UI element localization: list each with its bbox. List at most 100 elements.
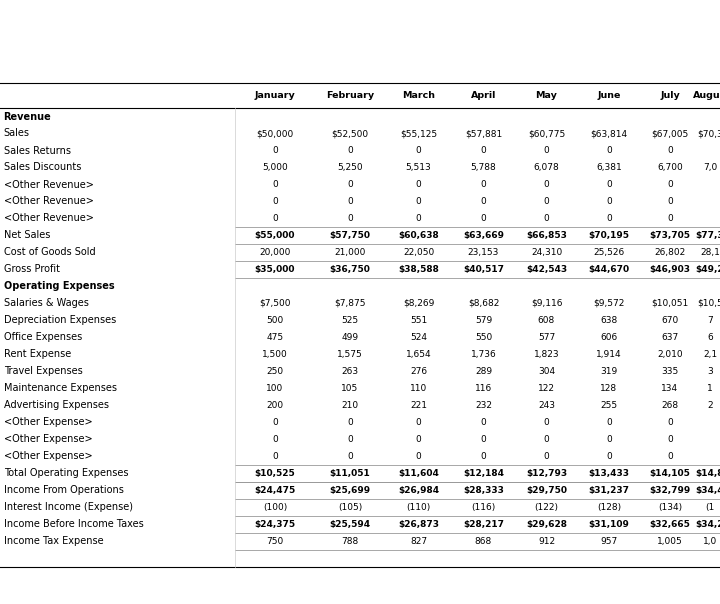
Text: <Other Revenue>: <Other Revenue> [4, 196, 94, 207]
Text: $30,152: $30,152 [589, 554, 629, 563]
Text: 0: 0 [272, 180, 278, 189]
Text: 0: 0 [606, 146, 612, 155]
Text: 500: 500 [266, 316, 284, 325]
Text: $35,000: $35,000 [255, 265, 295, 274]
Text: $9,572: $9,572 [593, 299, 625, 308]
Text: 551: 551 [410, 316, 427, 325]
Text: 0: 0 [606, 197, 612, 206]
Text: For the Year Ending <Date>: For the Year Ending <Date> [9, 66, 193, 79]
Text: 0: 0 [347, 214, 353, 223]
Text: $12,793: $12,793 [526, 469, 567, 478]
Text: 26,802: 26,802 [654, 248, 685, 257]
Text: 0: 0 [667, 435, 673, 444]
Text: 0: 0 [667, 197, 673, 206]
Text: $13,433: $13,433 [588, 469, 629, 478]
Text: Income From Operations: Income From Operations [4, 486, 123, 495]
Text: 1,005: 1,005 [657, 537, 683, 546]
Text: (100): (100) [263, 503, 287, 512]
Text: 608: 608 [538, 316, 555, 325]
Text: $25,699: $25,699 [330, 486, 371, 495]
Text: (110): (110) [406, 503, 431, 512]
Text: $70,195: $70,195 [588, 231, 629, 240]
Text: 1,736: 1,736 [471, 350, 496, 359]
Text: 23,153: 23,153 [468, 248, 499, 257]
Text: 116: 116 [475, 384, 492, 393]
Text: $44,670: $44,670 [588, 265, 629, 274]
Text: 200: 200 [266, 401, 284, 410]
Text: March: March [402, 91, 435, 100]
Text: $66,853: $66,853 [526, 231, 567, 240]
Text: $12,184: $12,184 [463, 469, 504, 478]
Text: 0: 0 [606, 214, 612, 223]
Text: $10,525: $10,525 [255, 469, 295, 478]
Text: Cost of Goods Sold: Cost of Goods Sold [4, 248, 95, 257]
Text: 7: 7 [707, 316, 713, 325]
Text: (105): (105) [338, 503, 362, 512]
Text: 6,078: 6,078 [534, 163, 559, 172]
Text: 2: 2 [707, 401, 713, 410]
Text: $36,750: $36,750 [330, 265, 370, 274]
Text: 606: 606 [600, 333, 618, 342]
Text: $24,375: $24,375 [254, 520, 296, 529]
Text: Maintenance Expenses: Maintenance Expenses [4, 384, 117, 393]
Text: $25,594: $25,594 [330, 520, 371, 529]
Text: 638: 638 [600, 316, 618, 325]
Text: $26,984: $26,984 [398, 486, 439, 495]
Text: 1,823: 1,823 [534, 350, 559, 359]
Text: 221: 221 [410, 401, 427, 410]
Text: $63,669: $63,669 [463, 231, 504, 240]
Text: $73,705: $73,705 [649, 231, 690, 240]
Text: April: April [471, 91, 496, 100]
Text: $57,750: $57,750 [330, 231, 371, 240]
Text: Net Income: Net Income [4, 553, 66, 564]
Text: $28,716: $28,716 [526, 554, 567, 563]
Text: $28,217: $28,217 [463, 520, 504, 529]
Text: 319: 319 [600, 367, 618, 376]
Text: 0: 0 [415, 197, 421, 206]
Text: 0: 0 [606, 435, 612, 444]
Text: 0: 0 [481, 435, 487, 444]
Text: 20,000: 20,000 [259, 248, 291, 257]
Text: 0: 0 [606, 418, 612, 427]
Text: $32,799: $32,799 [649, 486, 690, 495]
Text: $34,4: $34,4 [696, 486, 720, 495]
Text: 475: 475 [266, 333, 284, 342]
Text: 25,526: 25,526 [593, 248, 625, 257]
Text: 1,914: 1,914 [596, 350, 622, 359]
Text: 0: 0 [667, 146, 673, 155]
Text: 0: 0 [481, 214, 487, 223]
Text: 750: 750 [266, 537, 284, 546]
Text: $55,000: $55,000 [255, 231, 295, 240]
Text: 0: 0 [667, 418, 673, 427]
Text: 637: 637 [662, 333, 679, 342]
Text: 134: 134 [662, 384, 678, 393]
Text: $60,638: $60,638 [398, 231, 439, 240]
Text: 0: 0 [415, 435, 421, 444]
Text: 24,310: 24,310 [531, 248, 562, 257]
Text: 243: 243 [538, 401, 555, 410]
Text: $28,333: $28,333 [463, 486, 504, 495]
Text: $33,2: $33,2 [696, 554, 720, 563]
Text: 7,0: 7,0 [703, 163, 717, 172]
Text: $31,660: $31,660 [649, 554, 690, 563]
Text: Sales Returns: Sales Returns [4, 146, 71, 155]
Text: $8,682: $8,682 [468, 299, 499, 308]
Text: $31,109: $31,109 [588, 520, 629, 529]
Text: $38,588: $38,588 [398, 265, 439, 274]
Text: $14,105: $14,105 [649, 469, 690, 478]
Text: 289: 289 [475, 367, 492, 376]
Text: 670: 670 [662, 316, 679, 325]
Text: Advertising Expenses: Advertising Expenses [4, 400, 109, 411]
Text: 0: 0 [481, 180, 487, 189]
Text: 0: 0 [606, 180, 612, 189]
Text: Total Operating Expenses: Total Operating Expenses [4, 469, 128, 478]
Text: $77,3: $77,3 [696, 231, 720, 240]
Text: <Other Revenue>: <Other Revenue> [4, 179, 94, 190]
Text: 5,000: 5,000 [262, 163, 288, 172]
Text: 28,1: 28,1 [700, 248, 720, 257]
Text: $23,625: $23,625 [255, 554, 295, 563]
Text: 2,1: 2,1 [703, 350, 717, 359]
Text: (116): (116) [472, 503, 495, 512]
Text: February: February [326, 91, 374, 100]
Text: (1: (1 [706, 503, 715, 512]
